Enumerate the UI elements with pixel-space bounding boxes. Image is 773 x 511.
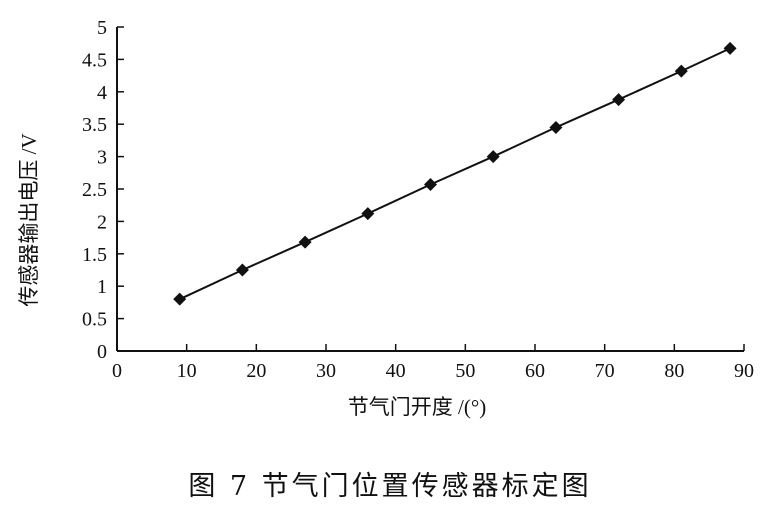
data-point-marker [674, 64, 688, 78]
x-tick-label: 0 [112, 360, 122, 382]
data-point-marker [486, 150, 500, 164]
data-point-marker [235, 263, 249, 277]
x-tick-label: 70 [595, 360, 615, 382]
x-tick-label: 40 [386, 360, 406, 382]
y-tick-label: 2.5 [82, 179, 107, 201]
y-tick-label: 4 [97, 82, 107, 104]
y-tick-label: 3 [97, 147, 107, 169]
y-tick-label: 0 [97, 341, 107, 363]
y-tick-label: 3.5 [82, 114, 107, 136]
data-point-marker [173, 292, 187, 306]
data-point-marker [612, 93, 626, 107]
y-tick-label: 1.5 [82, 244, 107, 266]
x-tick-label: 60 [525, 360, 545, 382]
data-point-marker [723, 41, 737, 55]
x-tick-label: 80 [664, 360, 684, 382]
data-point-marker [424, 177, 437, 191]
y-tick-label: 2 [97, 211, 107, 233]
y-tick-label: 0.5 [82, 309, 107, 331]
data-point-marker [549, 120, 563, 134]
x-tick-label: 90 [734, 360, 754, 382]
y-tick-label: 1 [97, 276, 107, 298]
data-point-marker [298, 235, 312, 249]
x-tick-label: 50 [455, 360, 475, 382]
x-tick-label: 30 [316, 360, 336, 382]
figure-caption: 图 7 节气门位置传感器标定图 [188, 471, 591, 502]
y-tick-label: 5 [97, 17, 107, 39]
x-axis-label: 节气门开度 /(°) [348, 395, 486, 419]
y-axis-label: 传感器输出电压 /V [17, 133, 41, 306]
x-tick-label: 10 [177, 360, 197, 382]
y-tick-label: 4.5 [82, 49, 107, 71]
plot-area: 00.511.522.533.544.550 10 20 30 40 50 60 70 80 90 [82, 17, 754, 382]
x-tick-label: 20 [246, 360, 266, 382]
data-point-marker [361, 207, 375, 221]
series-line [179, 47, 731, 301]
